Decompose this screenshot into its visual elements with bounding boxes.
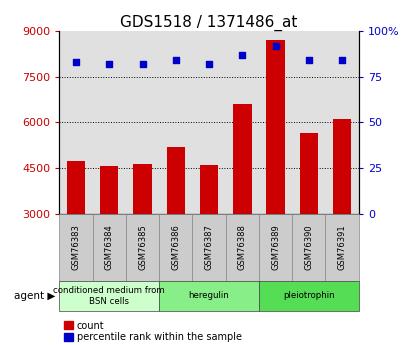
Bar — [258, 214, 292, 281]
Bar — [92, 214, 126, 281]
Text: heregulin: heregulin — [188, 291, 229, 300]
Text: GSM76390: GSM76390 — [303, 225, 312, 270]
Bar — [192, 214, 225, 281]
Bar — [100, 166, 118, 214]
Bar — [332, 119, 351, 214]
Title: GDS1518 / 1371486_at: GDS1518 / 1371486_at — [120, 15, 297, 31]
Bar — [159, 281, 258, 310]
Point — [73, 59, 79, 65]
Bar — [325, 214, 358, 281]
Text: GSM76383: GSM76383 — [72, 225, 81, 270]
Bar — [266, 40, 284, 214]
Bar — [166, 147, 184, 214]
Legend: count, percentile rank within the sample: count, percentile rank within the sample — [64, 321, 241, 343]
Bar — [292, 214, 325, 281]
Point — [305, 58, 311, 63]
Bar — [59, 281, 159, 310]
Text: GSM76389: GSM76389 — [270, 225, 279, 270]
Bar — [133, 164, 151, 214]
Bar — [233, 104, 251, 214]
Point — [172, 58, 179, 63]
Text: GSM76391: GSM76391 — [337, 225, 346, 270]
Bar — [67, 160, 85, 214]
Bar — [159, 214, 192, 281]
Text: GSM76386: GSM76386 — [171, 225, 180, 270]
Bar — [258, 281, 358, 310]
Text: conditioned medium from
BSN cells: conditioned medium from BSN cells — [53, 286, 165, 306]
Point — [139, 61, 146, 67]
Point — [106, 61, 112, 67]
Bar — [59, 214, 92, 281]
Text: GSM76385: GSM76385 — [138, 225, 147, 270]
Point — [238, 52, 245, 58]
Point — [338, 58, 344, 63]
Point — [272, 43, 278, 48]
Point — [205, 61, 212, 67]
Bar — [225, 214, 258, 281]
Bar — [299, 133, 317, 214]
Text: GSM76387: GSM76387 — [204, 225, 213, 270]
Bar — [126, 214, 159, 281]
Text: GSM76388: GSM76388 — [237, 225, 246, 270]
Text: pleiotrophin: pleiotrophin — [282, 291, 334, 300]
Text: agent ▶: agent ▶ — [14, 291, 55, 301]
Text: GSM76384: GSM76384 — [105, 225, 114, 270]
Bar — [200, 165, 218, 214]
